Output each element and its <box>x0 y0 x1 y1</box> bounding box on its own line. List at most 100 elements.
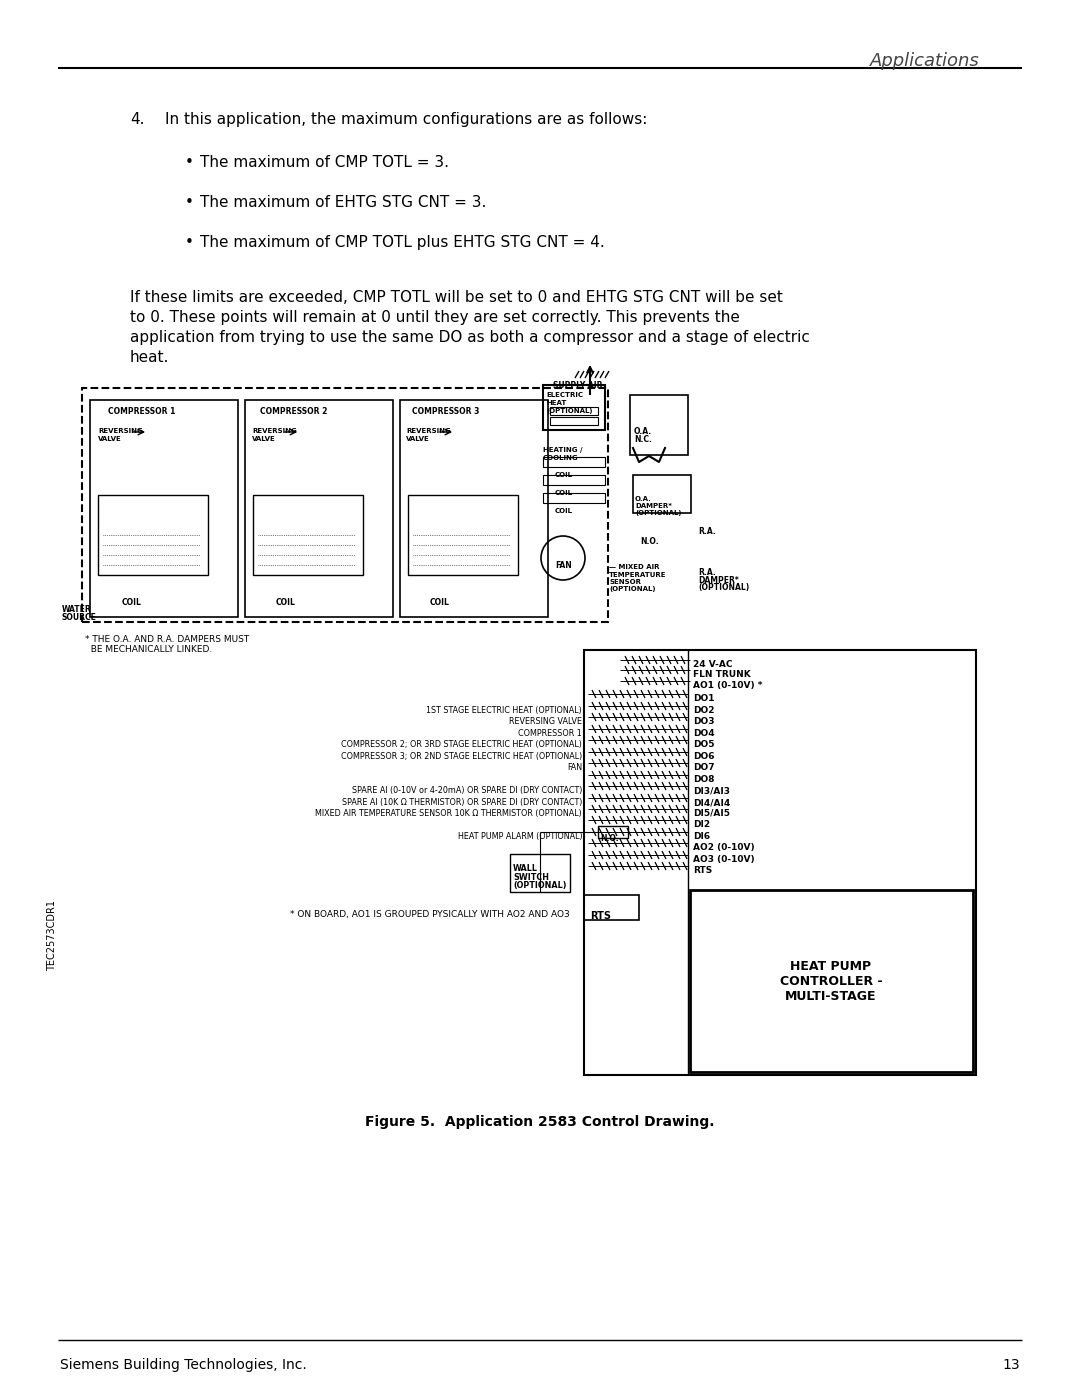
Text: FAN: FAN <box>567 763 582 773</box>
Text: DO6: DO6 <box>693 752 715 761</box>
Text: (OPTIONAL): (OPTIONAL) <box>546 408 593 414</box>
Bar <box>550 416 598 425</box>
Text: BE MECHANICALLY LINKED.: BE MECHANICALLY LINKED. <box>85 645 213 654</box>
Text: SENSOR: SENSOR <box>609 578 642 585</box>
Text: SOURCE: SOURCE <box>62 613 97 622</box>
Bar <box>245 400 393 617</box>
Text: REVERSING: REVERSING <box>406 427 450 434</box>
Text: N.C.: N.C. <box>634 434 652 444</box>
Text: DI5/AI5: DI5/AI5 <box>693 809 730 819</box>
Text: N.O.: N.O. <box>640 536 659 546</box>
Bar <box>598 826 627 838</box>
Text: COMPRESSOR 1: COMPRESSOR 1 <box>108 407 175 416</box>
Text: DO7: DO7 <box>693 763 715 773</box>
Bar <box>543 386 605 430</box>
Text: CONTROLLER -: CONTROLLER - <box>780 975 882 988</box>
Text: FLN TRUNK: FLN TRUNK <box>693 671 751 679</box>
Text: application from trying to use the same DO as both a compressor and a stage of e: application from trying to use the same … <box>130 330 810 345</box>
Bar <box>543 493 605 503</box>
Text: R.A.: R.A. <box>698 569 716 577</box>
Text: COMPRESSOR 2: COMPRESSOR 2 <box>260 407 327 416</box>
Text: (OPTIONAL): (OPTIONAL) <box>698 583 750 592</box>
Text: (OPTIONAL): (OPTIONAL) <box>635 510 681 515</box>
Text: DO5: DO5 <box>693 740 715 749</box>
Text: SWITCH: SWITCH <box>513 873 549 882</box>
Bar <box>408 495 518 576</box>
Text: COIL: COIL <box>555 509 573 514</box>
Text: The maximum of EHTG STG CNT = 3.: The maximum of EHTG STG CNT = 3. <box>200 196 486 210</box>
Bar <box>630 395 688 455</box>
Text: N.O.: N.O. <box>600 834 619 842</box>
Text: HEAT PUMP: HEAT PUMP <box>791 960 872 972</box>
Text: (OPTIONAL): (OPTIONAL) <box>609 585 656 592</box>
Bar <box>400 400 548 617</box>
Text: R.A.: R.A. <box>698 527 716 536</box>
Text: •: • <box>185 196 194 210</box>
Text: COMPRESSOR 1: COMPRESSOR 1 <box>518 729 582 738</box>
Text: TEMPERATURE: TEMPERATURE <box>609 571 666 578</box>
Text: VALVE: VALVE <box>98 436 122 441</box>
Text: AO1 (0-10V) *: AO1 (0-10V) * <box>693 680 762 690</box>
Text: HEATING /: HEATING / <box>543 447 582 453</box>
Text: HEAT PUMP ALARM (OPTIONAL): HEAT PUMP ALARM (OPTIONAL) <box>458 833 583 841</box>
Text: * THE O.A. AND R.A. DAMPERS MUST: * THE O.A. AND R.A. DAMPERS MUST <box>85 636 249 644</box>
Text: Figure 5.  Application 2583 Control Drawing.: Figure 5. Application 2583 Control Drawi… <box>365 1115 715 1129</box>
Text: AO3 (0-10V): AO3 (0-10V) <box>693 855 755 863</box>
Text: HEAT: HEAT <box>546 400 566 407</box>
Text: In this application, the maximum configurations are as follows:: In this application, the maximum configu… <box>165 112 647 127</box>
Text: DO1: DO1 <box>693 694 715 703</box>
Text: COMPRESSOR 2; OR 3RD STAGE ELECTRIC HEAT (OPTIONAL): COMPRESSOR 2; OR 3RD STAGE ELECTRIC HEAT… <box>341 740 582 749</box>
Text: Siemens Building Technologies, Inc.: Siemens Building Technologies, Inc. <box>60 1358 307 1372</box>
Text: 4.: 4. <box>130 112 145 127</box>
Text: to 0. These points will remain at 0 until they are set correctly. This prevents : to 0. These points will remain at 0 unti… <box>130 310 740 326</box>
Text: COIL: COIL <box>276 598 296 608</box>
Bar <box>510 854 570 893</box>
Bar <box>690 890 973 1071</box>
Bar <box>550 407 598 415</box>
Text: heat.: heat. <box>130 351 170 365</box>
Text: VALVE: VALVE <box>406 436 430 441</box>
Text: 13: 13 <box>1002 1358 1020 1372</box>
Text: COMPRESSOR 3: COMPRESSOR 3 <box>411 407 480 416</box>
Text: DO4: DO4 <box>693 729 715 738</box>
Text: DAMPER*: DAMPER* <box>698 576 739 585</box>
Text: SPARE AI (10K Ω THERMISTOR) OR SPARE DI (DRY CONTACT): SPARE AI (10K Ω THERMISTOR) OR SPARE DI … <box>341 798 582 807</box>
Bar <box>543 457 605 467</box>
Text: FAN: FAN <box>555 562 571 570</box>
Text: The maximum of CMP TOTL = 3.: The maximum of CMP TOTL = 3. <box>200 155 449 170</box>
Text: TEC2573CDR1: TEC2573CDR1 <box>48 900 57 971</box>
Text: REVERSING VALVE: REVERSING VALVE <box>509 717 582 726</box>
Text: The maximum of CMP TOTL plus EHTG STG CNT = 4.: The maximum of CMP TOTL plus EHTG STG CN… <box>200 235 605 250</box>
Text: Applications: Applications <box>870 52 980 70</box>
Text: DI2: DI2 <box>693 820 711 828</box>
Bar <box>584 650 976 1076</box>
Text: RTS: RTS <box>693 866 712 875</box>
Text: DI3/AI3: DI3/AI3 <box>693 787 730 795</box>
Bar <box>90 400 238 617</box>
Text: DO8: DO8 <box>693 775 715 784</box>
Text: SUPPLY AIR: SUPPLY AIR <box>553 381 603 390</box>
Text: * ON BOARD, AO1 IS GROUPED PYSICALLY WITH AO2 AND AO3: * ON BOARD, AO1 IS GROUPED PYSICALLY WIT… <box>291 909 570 919</box>
Text: RTS: RTS <box>590 911 611 921</box>
Text: O.A.: O.A. <box>634 427 652 436</box>
Text: If these limits are exceeded, CMP TOTL will be set to 0 and EHTG STG CNT will be: If these limits are exceeded, CMP TOTL w… <box>130 291 783 305</box>
Text: COIL: COIL <box>122 598 141 608</box>
Text: DI4/AI4: DI4/AI4 <box>693 798 730 807</box>
Text: COIL: COIL <box>555 490 573 496</box>
Text: COIL: COIL <box>430 598 450 608</box>
Text: REVERSING: REVERSING <box>98 427 143 434</box>
Bar <box>543 475 605 485</box>
Text: — MIXED AIR: — MIXED AIR <box>609 564 660 570</box>
Bar <box>253 495 363 576</box>
Bar <box>82 388 608 622</box>
Text: MIXED AIR TEMPERATURE SENSOR 10K Ω THERMISTOR (OPTIONAL): MIXED AIR TEMPERATURE SENSOR 10K Ω THERM… <box>315 809 582 819</box>
Text: COOLING: COOLING <box>543 455 579 461</box>
Text: REVERSING: REVERSING <box>252 427 297 434</box>
Text: WATER: WATER <box>62 605 92 615</box>
Text: •: • <box>185 155 194 170</box>
Text: SPARE AI (0-10V or 4-20mA) OR SPARE DI (DRY CONTACT): SPARE AI (0-10V or 4-20mA) OR SPARE DI (… <box>352 787 582 795</box>
Text: DI6: DI6 <box>693 833 711 841</box>
Text: DAMPER*: DAMPER* <box>635 503 672 509</box>
Text: O.A.: O.A. <box>635 496 652 502</box>
Text: MULTI-STAGE: MULTI-STAGE <box>785 990 877 1003</box>
